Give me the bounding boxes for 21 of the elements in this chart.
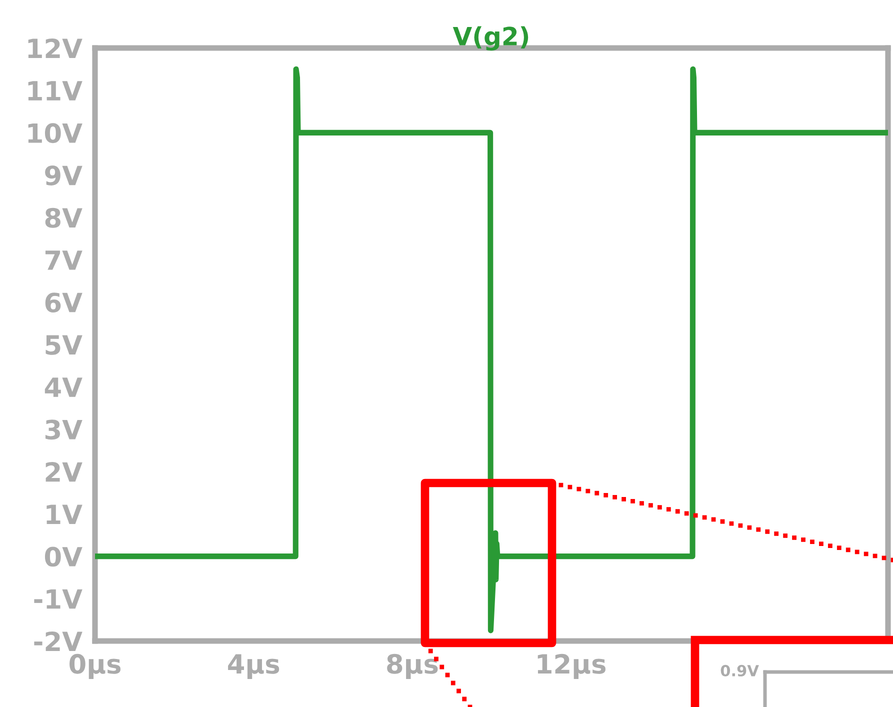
y-tick-label: 11V [28, 81, 82, 100]
y-tick-label: 8V [45, 208, 82, 228]
y-tick-label: 0V [44, 546, 82, 567]
y-tick-label: 1V [46, 504, 82, 524]
y-tick-label: 6V [45, 292, 82, 313]
y-tick-label: 12V [28, 38, 82, 58]
x-tick-label: 4µs [228, 654, 280, 680]
x-tick-label: 0µs [70, 654, 120, 680]
y-tick-label: 9V [45, 166, 82, 186]
y-tick-label: 7V [45, 250, 82, 270]
text: 0.9V [720, 664, 759, 676]
y-tick-label: 3V [45, 420, 82, 440]
y-tick-label: 10V [28, 123, 82, 144]
chart-title: V(g2) [452, 26, 528, 51]
y-tick-label: 4V [44, 378, 82, 397]
y-tick-label: -1V [34, 589, 82, 609]
y-tick-label: -2V [34, 631, 82, 652]
x-tick-label: 8µs [387, 654, 438, 680]
y-tick-label: 2V [46, 462, 82, 482]
y-tick-label: 5V [46, 335, 82, 355]
x-tick-label: 12µs [538, 654, 606, 680]
